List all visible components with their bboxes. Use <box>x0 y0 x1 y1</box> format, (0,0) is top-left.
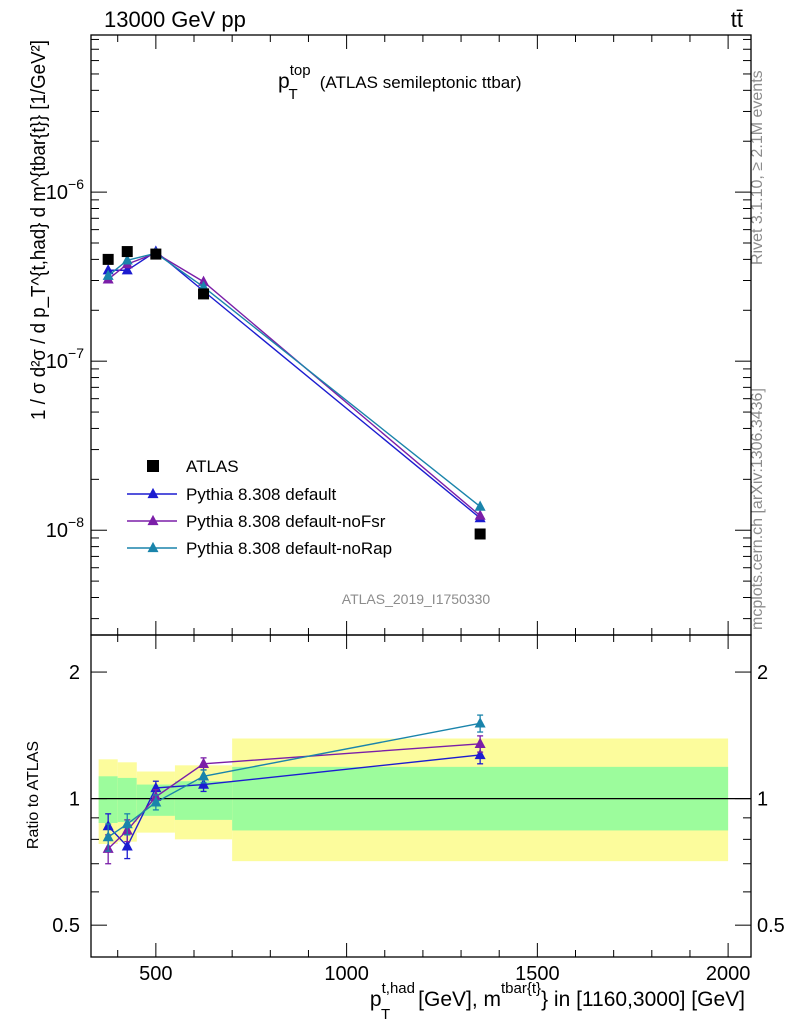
main-series-2-point-1 <box>121 254 133 265</box>
ratio-y-tick-label-right-0.5: 0.5 <box>757 915 785 937</box>
main-y-tick-label-1: 10−7 <box>46 345 84 373</box>
ratio-y-tick-label-left-1: 1 <box>69 789 80 811</box>
x-tick-label-500: 500 <box>139 963 172 985</box>
legend-marker-2 <box>147 541 159 553</box>
x-axis-label: pt,had T[GeV], mtbar{t}} in [1160,3000] [… <box>370 980 745 1023</box>
ratio-series-0-point-4 <box>474 748 486 760</box>
main-series-0-point-1 <box>121 264 133 275</box>
legend-label-2: Pythia 8.308 default-noRap <box>186 539 392 558</box>
main-series-0-point-0 <box>102 264 114 275</box>
ratio-panel-frame <box>90 634 752 958</box>
ratio-y-tick-label-left-0.5: 0.5 <box>52 915 80 937</box>
ratio-y-tick-label-right-2: 2 <box>757 662 768 684</box>
rivet-version-label: Rivet 3.1.10, ≥ 2.1M events <box>749 70 766 265</box>
ratio-uncertainty-bands <box>98 738 729 862</box>
ratio-series-0-point-1 <box>121 840 133 851</box>
data-point-1 <box>121 246 133 258</box>
legend-marker-1 <box>147 514 159 526</box>
main-y-tick-label-0: 10−6 <box>46 176 84 204</box>
main-series-line-1 <box>107 252 481 517</box>
x-tick-label-2000: 2000 <box>706 963 751 985</box>
ratio-series-2-point-0 <box>102 830 114 842</box>
x-tick-label-1000: 1000 <box>324 963 369 985</box>
main-y-tick-label-2: 10−8 <box>46 514 84 542</box>
main-y-axis-label: 1 / σ d²σ / d p_T^{t,had} d m^{tbar{t}} … <box>28 40 50 420</box>
ratio-series-0-point-3 <box>198 778 210 789</box>
ratio-series-2-point-4 <box>474 717 486 728</box>
band-inner-1 <box>117 777 137 822</box>
mcplots-label: mcplots.cern.ch [arXiv:1306.3436] <box>749 388 766 630</box>
main-series-line-0 <box>108 250 481 519</box>
axes-layer: 500 1000 1500 2000 10−6 10−7 10−8 0.5 0.5 1 1 2 2 <box>46 35 785 985</box>
main-series-1-point-4 <box>474 509 486 520</box>
series-layer <box>102 245 486 865</box>
legend-marker-0 <box>147 487 159 499</box>
ratio-y-tick-label-right-1: 1 <box>757 789 768 811</box>
main-series-1-point-3 <box>198 275 210 286</box>
data-point-3 <box>198 288 210 300</box>
ratio-series-2-point-3 <box>198 770 210 781</box>
ratio-series-1-point-3 <box>198 757 210 768</box>
legend-data-label: ATLAS <box>186 457 239 476</box>
data-point-0 <box>102 253 114 265</box>
band-inner-0 <box>98 776 118 823</box>
ratio-series-2-point-2 <box>150 796 162 807</box>
legend-data-marker <box>147 460 159 472</box>
x-tick-label-1500: 1500 <box>515 963 560 985</box>
process-label: tt̄ <box>731 7 743 32</box>
energy-label: 13000 GeV pp <box>104 7 246 32</box>
data-point-2 <box>150 248 162 260</box>
data-point-4 <box>474 528 486 540</box>
legend-label-0: Pythia 8.308 default <box>186 485 337 504</box>
ratio-series-2-point-1 <box>121 817 133 829</box>
ratio-y-axis-label: Ratio to ATLAS <box>25 741 42 849</box>
ratio-y-tick-label-left-2: 2 <box>69 662 80 684</box>
legend-label-1: Pythia 8.308 default-noFsr <box>186 512 386 531</box>
ratio-series-1-point-4 <box>474 737 486 748</box>
main-series-2-point-0 <box>102 269 114 280</box>
plot-title: ptop T(ATLAS semileptonic ttbar) <box>278 62 522 103</box>
main-series-2-point-4 <box>474 500 486 511</box>
analysis-id: ATLAS_2019_I1750330 <box>342 591 491 607</box>
legend: ATLAS Pythia 8.308 default Pythia 8.308 d… <box>127 457 392 558</box>
